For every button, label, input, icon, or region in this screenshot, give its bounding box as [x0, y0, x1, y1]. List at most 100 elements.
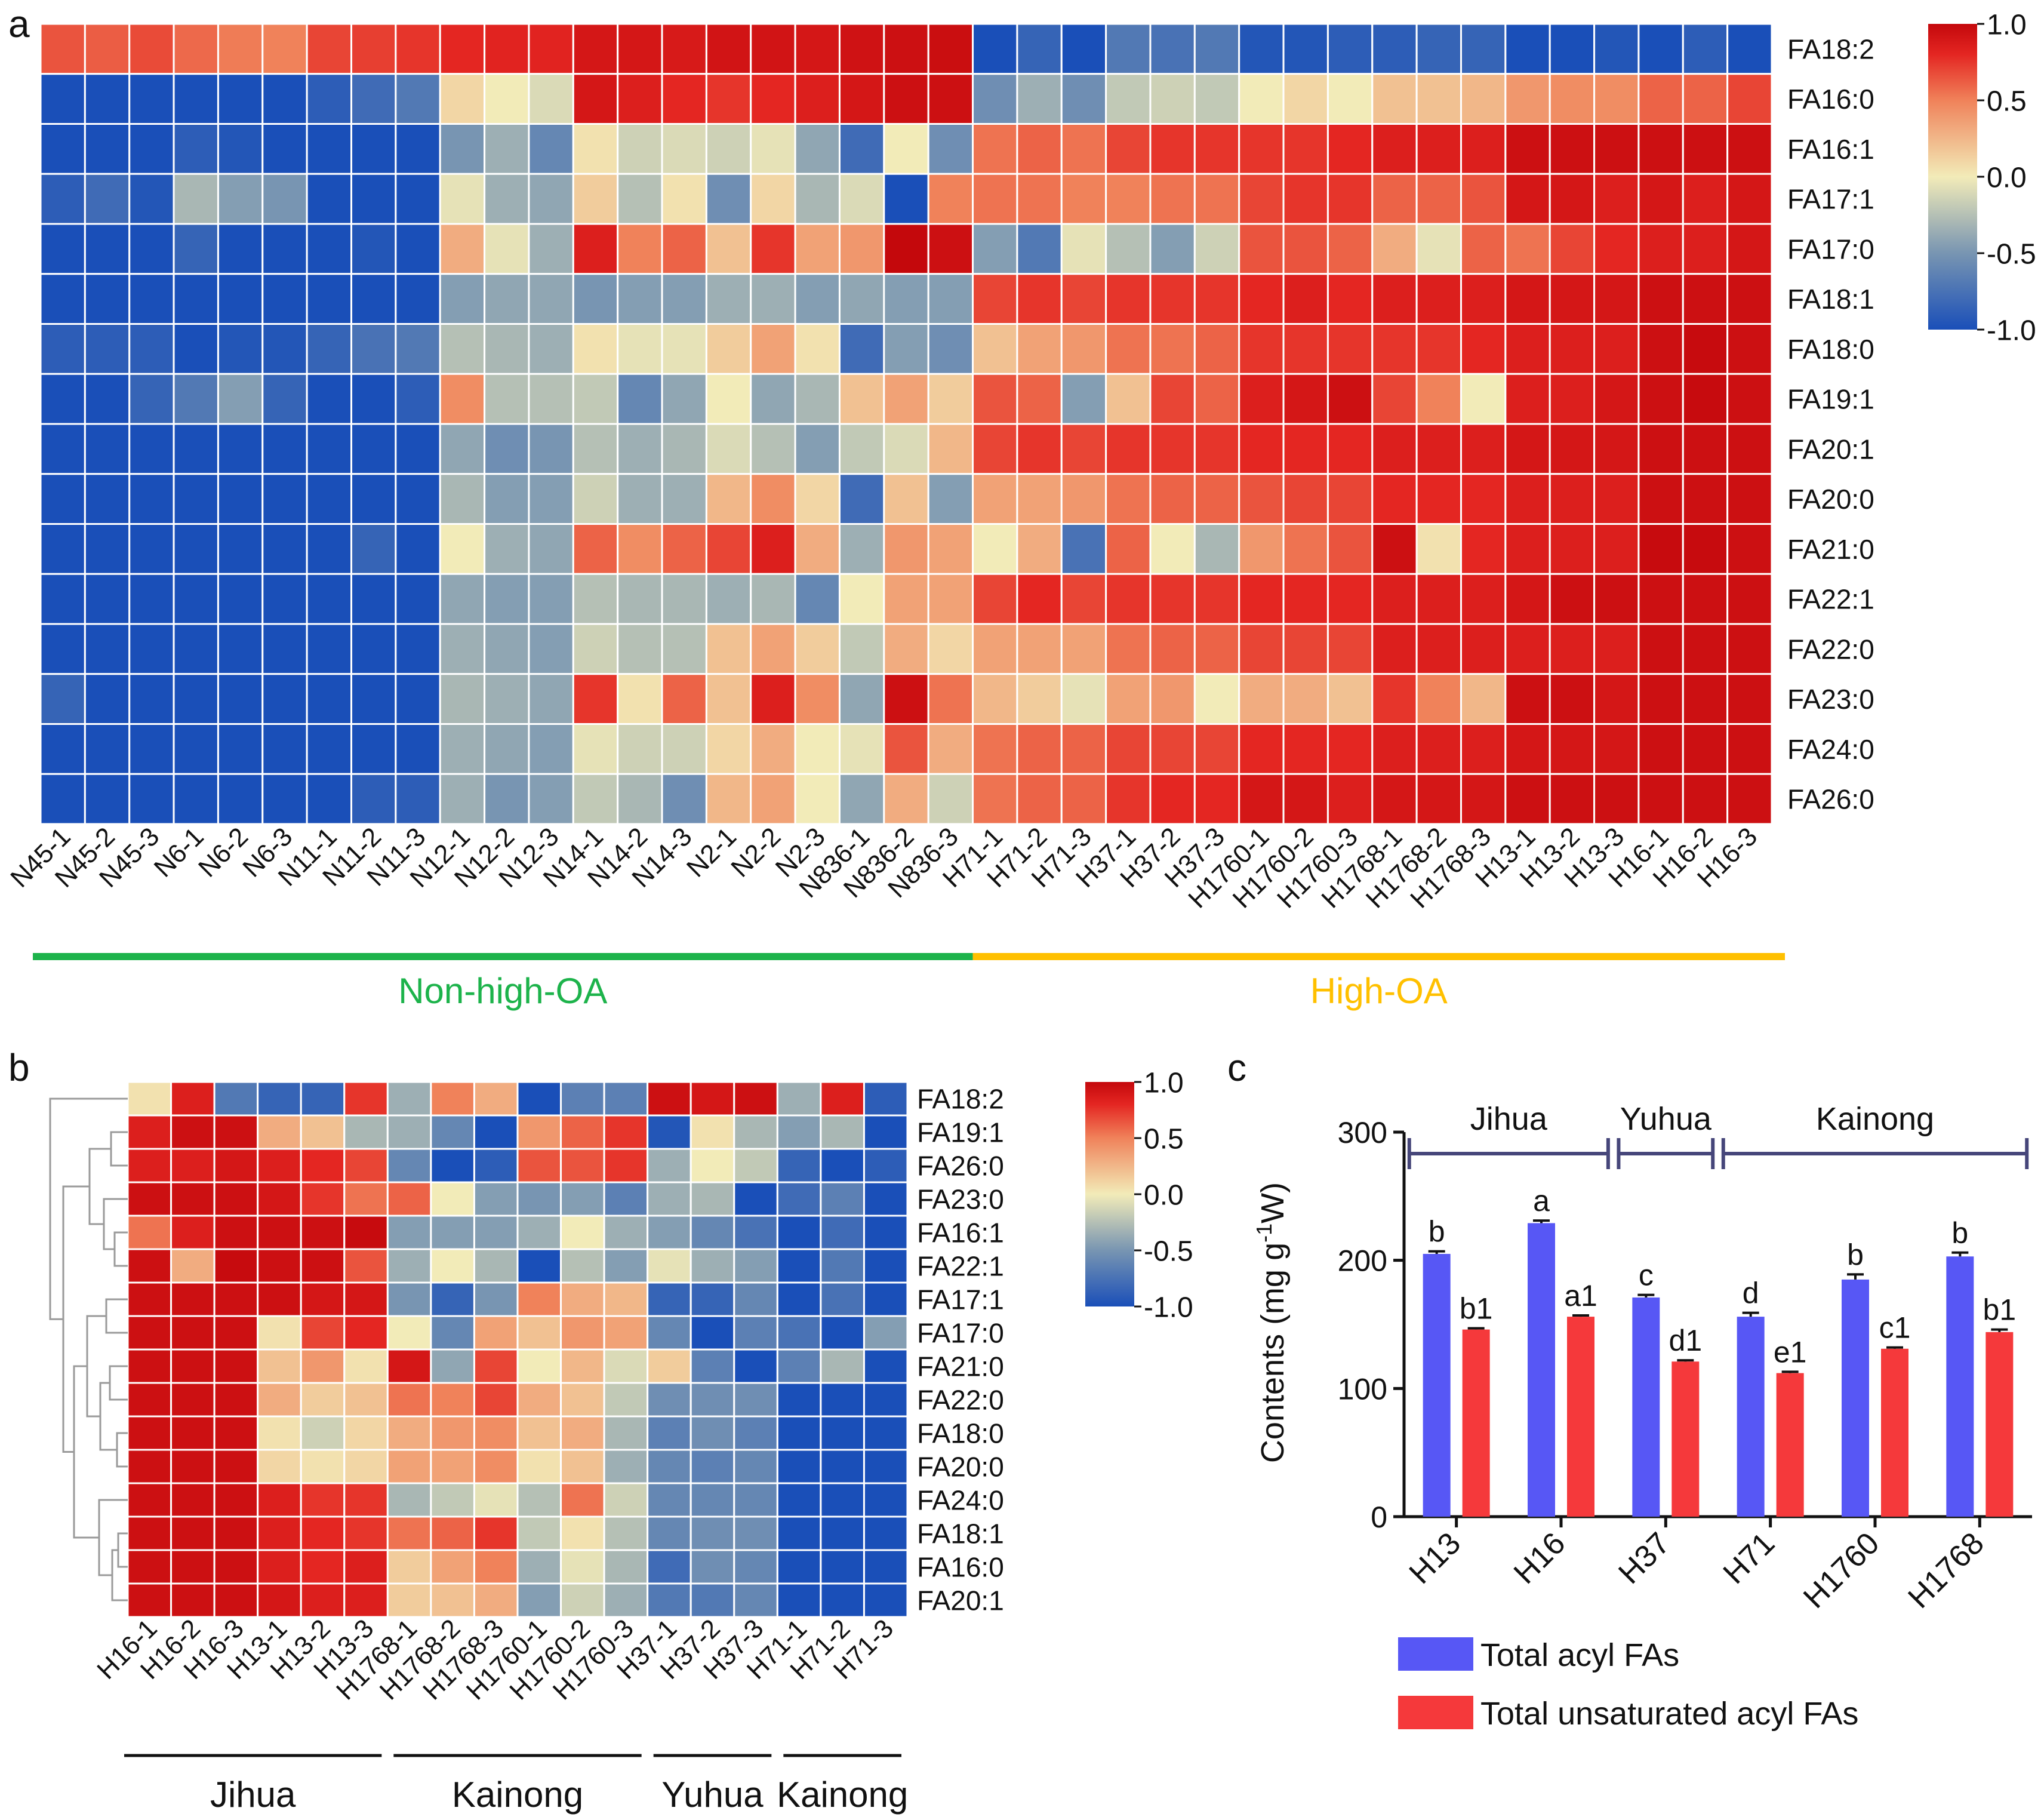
- heatmap-cell-fa23-0-n12-3: [528, 673, 574, 725]
- heatmap-cell-fa16-0-h13-3: [343, 1549, 389, 1585]
- heatmap-cell-fa26-0-n11-2: [350, 773, 397, 825]
- heatmap-cell-fa20-1-h71-3: [1060, 423, 1107, 475]
- heatmap-cell-fa23-0-h37-3: [1193, 673, 1240, 725]
- heatmap-cell-fa19-1-n12-3: [528, 373, 574, 425]
- y-tick-label-0: 0: [1371, 1501, 1387, 1534]
- heatmap-cell-fa16-1-h1768-3: [1460, 123, 1507, 175]
- heatmap-cell-fa16-1-n2-3: [794, 123, 841, 175]
- row-dendrogram: [49, 1097, 128, 1601]
- heatmap-cell-fa20-0-h13-3: [343, 1449, 389, 1484]
- heatmap-cell-fa23-0-n11-3: [395, 673, 441, 725]
- group-label-kainong: Kainong: [452, 1775, 583, 1815]
- heatmap-cell-fa17-0-h13-2: [1549, 223, 1596, 275]
- heatmap-cell-fa18-2-h1760-2: [1282, 23, 1329, 75]
- heatmap-cell-fa17-1-n6-1: [173, 173, 219, 225]
- heatmap-cell-fa23-0-h16-1: [1637, 673, 1684, 725]
- heatmap-cell-fa20-1-n14-1: [572, 423, 619, 475]
- heatmap-cell-fa16-0-n2-3: [794, 73, 841, 125]
- heatmap-cell-fa18-0-h1768-1: [1371, 323, 1418, 375]
- heatmap-cell-fa16-0-h71-1: [776, 1549, 822, 1585]
- significance-label-total-unsaturated-acyl-fas-h1768: b1: [1983, 1293, 2017, 1327]
- heatmap-cell-fa18-0-h16-1: [127, 1415, 173, 1451]
- heatmap-cell-fa18-1-h37-2: [689, 1515, 735, 1551]
- heatmap-cell-fa18-0-n836-3: [927, 323, 974, 375]
- heatmap-cell-fa16-0-h16-1: [127, 1549, 173, 1585]
- heatmap-cell-fa16-1-n14-1: [572, 123, 619, 175]
- heatmap-cell-fa17-1-n11-3: [395, 173, 441, 225]
- heatmap-cell-fa23-0-h1768-3: [473, 1181, 519, 1217]
- heatmap-cell-fa17-1-n6-2: [217, 173, 264, 225]
- heatmap-cell-fa22-1-h16-2: [1682, 573, 1729, 625]
- heatmap-cell-fa22-0-n6-1: [173, 623, 219, 675]
- significance-label-total-acyl-fas-h1760: b: [1847, 1238, 1864, 1271]
- heatmap-cell-fa18-2-h37-2: [689, 1081, 735, 1117]
- heatmap-cell-fa19-1-n836-1: [838, 373, 885, 425]
- heatmap-cell-fa26-0-h37-1: [647, 1148, 692, 1183]
- heatmap-cell-fa26-0-h13-3: [1593, 773, 1640, 825]
- heatmap-cell-fa22-1-h1768-3: [473, 1248, 519, 1284]
- heatmap-cell-fa18-0-n6-3: [261, 323, 308, 375]
- heatmap-cell-fa23-0-h1768-1: [1371, 673, 1418, 725]
- row-label-fa18-2: FA18:2: [917, 1084, 1004, 1115]
- heatmap-cell-fa24-0-h1768-3: [473, 1482, 519, 1518]
- significance-label-total-acyl-fas-h37: c: [1639, 1259, 1654, 1292]
- heatmap-cell-fa18-2-h37-2: [1149, 23, 1196, 75]
- panel-c-bar-chart: 0 100 200 300 Contents (mg g-1W) H13 b b1 H16 a a1…: [1252, 1101, 2032, 1732]
- heatmap-cell-fa26-0-h1768-2: [430, 1148, 475, 1183]
- heatmap-cell-fa23-0-n6-3: [261, 673, 308, 725]
- heatmap-cell-fa16-0-n14-1: [572, 73, 619, 125]
- heatmap-cell-fa24-0-h71-2: [1016, 723, 1063, 775]
- heatmap-cell-fa20-0-h1760-2: [1282, 473, 1329, 525]
- heatmap-cell-fa17-0-h71-1: [972, 223, 1018, 275]
- heatmap-cell-fa20-1-h1768-2: [430, 1582, 475, 1618]
- panel-b-colorbar: [1085, 1082, 1134, 1306]
- heatmap-cell-fa17-1-h13-1: [1504, 173, 1551, 225]
- heatmap-cell-fa19-1-h1760-3: [1326, 373, 1374, 425]
- heatmap-cell-fa17-0-h13-1: [257, 1315, 302, 1351]
- heatmap-cell-fa18-1-h13-2: [300, 1515, 346, 1551]
- heatmap-cell-fa18-1-n11-3: [395, 273, 441, 325]
- heatmap-cell-fa18-0-n14-2: [617, 323, 663, 375]
- heatmap-cell-fa16-0-h37-2: [1149, 73, 1196, 125]
- heatmap-cell-fa18-2-h71-3: [863, 1081, 909, 1117]
- heatmap-cell-fa20-1-n45-2: [84, 423, 131, 475]
- heatmap-cell-fa21-0-h71-3: [863, 1348, 909, 1384]
- heatmap-cell-fa22-0-n2-3: [794, 623, 841, 675]
- heatmap-cell-fa22-1-n14-2: [617, 573, 663, 625]
- heatmap-cell-fa16-0-h1760-1: [516, 1549, 562, 1585]
- heatmap-cell-fa16-0-h1760-2: [560, 1549, 605, 1585]
- heatmap-cell-fa17-1-h1760-3: [603, 1281, 649, 1317]
- heatmap-cell-fa22-1-h1768-3: [1460, 573, 1507, 625]
- heatmap-cell-fa17-0-h16-2: [170, 1315, 216, 1351]
- group-label-jihua: Jihua: [210, 1775, 296, 1815]
- heatmap-cell-fa18-1-n11-2: [350, 273, 397, 325]
- heatmap-cell-fa18-0-h16-2: [1682, 323, 1729, 375]
- heatmap-cell-fa19-1-n11-2: [350, 373, 397, 425]
- heatmap-cell-fa22-1-h16-3: [213, 1248, 259, 1284]
- heatmap-cell-fa19-1-h13-2: [1549, 373, 1596, 425]
- row-label-fa20-1: FA20:1: [1787, 434, 1874, 465]
- heatmap-cell-fa22-1-h37-1: [647, 1248, 692, 1284]
- heatmap-cell-fa24-0-n45-2: [84, 723, 131, 775]
- heatmap-cell-fa20-1-h13-3: [343, 1582, 389, 1618]
- row-label-fa22-0: FA22:0: [917, 1385, 1004, 1416]
- heatmap-cell-fa17-1-n6-3: [261, 173, 308, 225]
- heatmap-cell-fa22-0-n14-2: [617, 623, 663, 675]
- heatmap-cell-fa18-1-h1768-3: [473, 1515, 519, 1551]
- heatmap-cell-fa19-1-n836-3: [927, 373, 974, 425]
- heatmap-cell-fa22-1-h1768-2: [430, 1248, 475, 1284]
- heatmap-cell-fa17-1-n12-1: [439, 173, 486, 225]
- heatmap-cell-fa26-0-h1768-2: [1415, 773, 1462, 825]
- heatmap-cell-fa23-0-n12-1: [439, 673, 486, 725]
- heatmap-cell-fa18-0-n12-1: [439, 323, 486, 375]
- heatmap-cell-fa17-1-h71-3: [1060, 173, 1107, 225]
- heatmap-cell-fa18-2-n6-3: [261, 23, 308, 75]
- heatmap-cell-fa18-2-h37-3: [1193, 23, 1240, 75]
- heatmap-cell-fa22-1-n6-2: [217, 573, 264, 625]
- heatmap-cell-fa21-0-n14-3: [661, 523, 707, 575]
- heatmap-cell-fa20-0-h71-3: [863, 1449, 909, 1484]
- heatmap-cell-fa22-0-h1768-1: [386, 1382, 432, 1418]
- heatmap-cell-fa19-1-n12-2: [484, 373, 530, 425]
- heatmap-cell-fa20-0-h1768-3: [473, 1449, 519, 1484]
- heatmap-cell-fa23-0-h37-1: [1105, 673, 1152, 725]
